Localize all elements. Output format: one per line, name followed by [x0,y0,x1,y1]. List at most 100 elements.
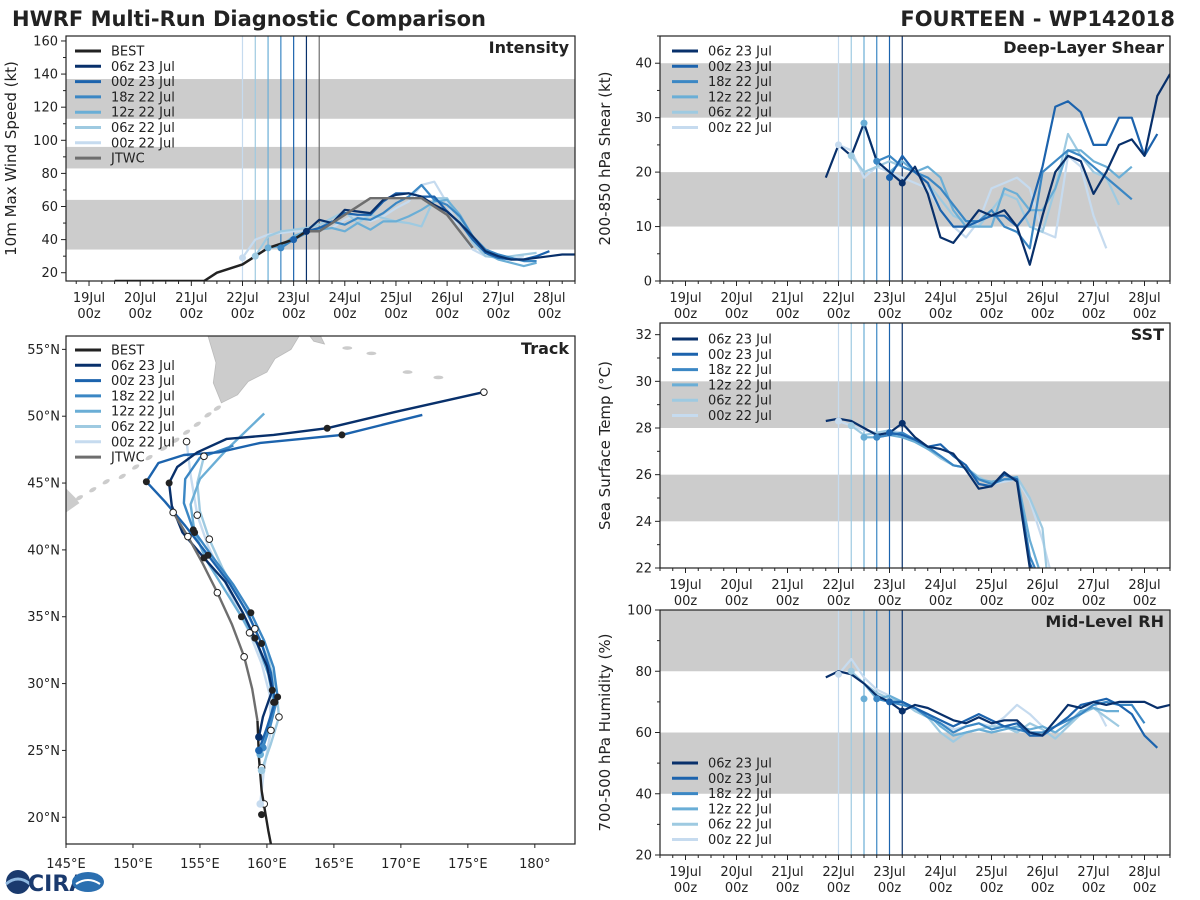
kuril-island [102,479,110,485]
x-tick-label: 00z [878,307,902,322]
lat-tick-label: 45°N [27,477,60,492]
x-tick-label: 23Jul [873,291,905,306]
x-tick-label: 00z [1082,307,1106,322]
legend-label-18z-22-jul: 18z 22 Jul [708,363,772,378]
x-tick-label: 00z [1082,881,1106,896]
legend-label-18z-22-jul: 18z 22 Jul [708,75,772,90]
x-tick-label: 00z [929,307,953,322]
x-tick-label: 00z [980,881,1004,896]
x-tick-label: 00z [725,307,749,322]
x-tick-label: 26Jul [1026,578,1058,593]
y-tick-label: 24 [635,515,652,530]
y-tick-label: 120 [33,101,58,116]
series-00z-22-jul [241,180,525,261]
track-init-marker-00z-23-jul [255,746,263,755]
x-tick-label: 00z [487,307,511,322]
x-tick-label: 00z [180,307,204,322]
x-tick-label: 20Jul [124,291,156,306]
lon-tick-label: 155°E [180,857,220,872]
day-marker-open [184,532,192,541]
day-marker-filled [271,698,279,706]
kuril-island [118,473,126,480]
series-06z-23-jul [824,73,1170,266]
x-tick-label: 00z [827,594,851,609]
kuril-island [160,445,168,451]
init-marker-12z-22-jul [860,433,868,441]
init-marker-00z-22-jul [238,254,246,262]
init-marker-12z-22-jul [860,695,868,703]
track-init-marker-06z-22-jul [257,766,266,775]
plot-area [660,323,1170,568]
day-marker-filled [142,478,150,486]
x-tick-label: 19Jul [669,865,701,880]
series-jtwc [306,196,474,249]
x-tick-label: 00z [1133,881,1157,896]
y-axis-label: 10m Max Wind Speed (kt) [2,61,20,256]
series-00z-23-jul [888,100,1159,228]
aleutian-island [402,370,413,374]
day-marker-filled [189,526,197,534]
init-marker-06z-22-jul [847,152,855,160]
logo-globe-icon [6,870,30,894]
day-marker-filled [165,479,173,487]
init-marker-06z-23-jul [302,227,310,235]
init-marker-18z-22-jul [873,433,881,441]
x-tick-label: 00z [725,881,749,896]
x-tick-label: 21Jul [771,578,803,593]
day-marker-open [193,511,202,519]
legend-label-18z-22-jul: 18z 22 Jul [111,389,175,404]
shaded-band-0 [660,732,1170,794]
lon-tick-label: 165°E [314,857,354,872]
init-marker-12z-22-jul [264,244,272,252]
lon-tick-label: 170°E [381,857,421,872]
x-tick-label: 00z [827,881,851,896]
day-marker-filled [338,431,346,439]
logo-ellipse-icon [72,872,104,892]
x-tick-label: 20Jul [720,865,752,880]
landmass-1 [309,336,326,345]
x-tick-label: 00z [929,881,953,896]
x-tick-label: 23Jul [873,865,905,880]
x-tick-label: 00z [538,307,562,322]
day-marker-open [213,588,222,597]
panel-track: 20°N 25°N 30°N 35°N 40°N 45°N 50°N 55°N 145°E 150… [27,335,576,872]
series-00z-23-jul [889,431,1034,568]
init-marker-00z-22-jul [835,141,842,149]
legend-label-06z-23-jul: 06z 23 Jul [111,359,175,374]
series-12z-22-jul [862,122,1133,228]
panel-title: Mid-Level RH [1045,612,1164,631]
series-00z-22-jul [838,143,1108,249]
x-tick-label: 27Jul [1077,291,1109,306]
legend-label-00z-22-jul: 00z 22 Jul [708,833,772,848]
y-tick-label: 30 [635,111,652,126]
x-tick-label: 00z [929,594,953,609]
init-marker-06z-22-jul [847,422,855,430]
x-tick-label: 28Jul [1128,578,1160,593]
panel-sst: 22242628303219Jul00z20Jul00z21Jul00z22Ju… [596,322,1171,609]
kuril-island [75,495,84,501]
logo-wave-icon [75,879,101,885]
y-tick-label: 20 [41,266,58,281]
shaded-band-2 [66,79,575,119]
day-marker-open [205,535,214,544]
kuril-island [182,429,191,435]
x-tick-label: 00z [128,307,152,322]
x-tick-label: 22Jul [822,865,854,880]
shaded-band-1 [66,146,575,169]
lat-tick-label: 50°N [27,410,60,425]
x-tick-label: 00z [1082,594,1106,609]
shaded-band-1 [660,610,1170,672]
track-init-marker-06z-23-jul [255,733,263,741]
figure-title: HWRF Multi-Run Diagnostic Comparison [12,7,486,31]
y-tick-label: 30 [635,375,652,390]
map-area [66,336,488,844]
y-tick-label: 40 [635,787,652,802]
init-marker-00z-23-jul [886,174,893,182]
y-tick-label: 100 [33,134,58,149]
lon-tick-label: 160°E [247,857,287,872]
day-marker-open [480,388,488,396]
x-tick-label: 28Jul [1128,865,1160,880]
legend-label-12z-22-jul: 12z 22 Jul [708,802,772,817]
